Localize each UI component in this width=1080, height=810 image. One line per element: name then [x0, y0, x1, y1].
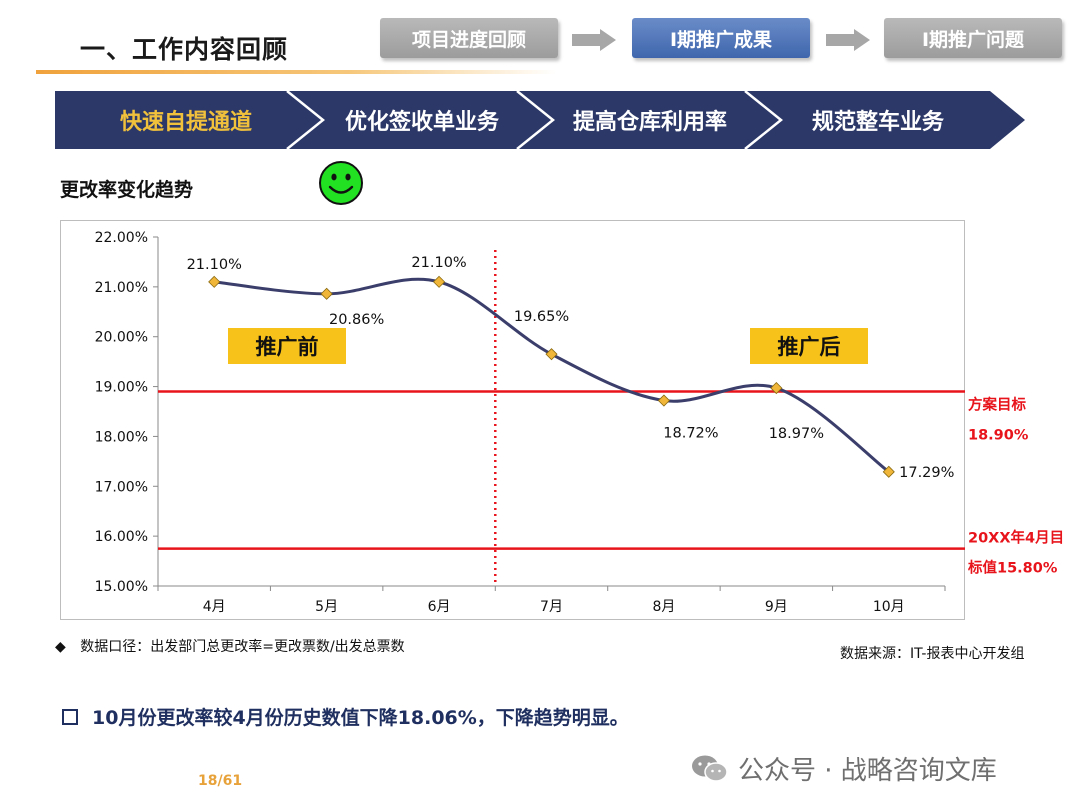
data-label: 21.10%: [187, 257, 242, 273]
data-definition-note: ◆ 数据口径：出发部门总更改率=更改票数/出发总票数: [55, 636, 405, 656]
checkbox-bullet-icon: [62, 709, 78, 725]
step-arrow-icon: [826, 29, 870, 51]
y-tick-label: 17.00%: [95, 479, 148, 495]
page-number: 18/61: [198, 773, 243, 789]
data-point-marker: [882, 465, 895, 478]
y-tick-label: 20.00%: [95, 330, 148, 346]
phase-annotation-box: [228, 328, 346, 364]
data-source-note: 数据来源：IT-报表中心开发组: [840, 646, 1025, 662]
ribbon-item-self-pickup[interactable]: 快速自提通道: [120, 110, 253, 135]
page-title: 一、工作内容回顾: [80, 35, 289, 64]
conclusion-text: 10月份更改率较4月份历史数值下降18.06%，下降趋势明显。: [92, 707, 629, 729]
y-tick-label: 19.00%: [95, 380, 148, 396]
series-line: [214, 277, 890, 474]
y-tick-label: 15.00%: [95, 579, 148, 595]
y-tick-label: 16.00%: [95, 529, 148, 545]
phase-annotation-label: 推广后: [778, 335, 841, 359]
data-point-marker: [657, 394, 670, 407]
phase-annotation-label: 推广前: [256, 335, 319, 359]
x-tick-label: 4月: [203, 599, 226, 615]
trend-chart: 22.00% 21.00% 20.00% 19.00% 18.00% 17.00% 16.0…: [95, 230, 1065, 615]
chart-frame: [60, 220, 965, 620]
x-tick-label: 6月: [428, 599, 451, 615]
data-point-marker: [320, 287, 333, 300]
reference-line-label: 18.90%: [968, 428, 1029, 444]
y-tick-label: 21.00%: [95, 280, 148, 296]
data-label: 18.72%: [663, 426, 718, 442]
data-label: 19.65%: [514, 309, 569, 325]
wechat-icon: [692, 755, 728, 782]
data-label: 17.29%: [899, 465, 954, 481]
conclusion: 10月份更改率较4月份历史数值下降18.06%，下降趋势明显。: [62, 703, 629, 730]
smiley-icon: [319, 161, 363, 205]
data-point-marker: [208, 275, 221, 288]
x-tick-label: 10月: [873, 599, 905, 615]
ribbon-item-warehouse-utilization[interactable]: 提高仓库利用率: [573, 110, 728, 135]
x-tick-label: 7月: [540, 599, 563, 615]
watermark-text: 公众号 · 战略咨询文库: [738, 756, 997, 786]
step-phase1-issues[interactable]: Ⅰ期推广问题: [884, 18, 1062, 58]
step-arrow-icon: [572, 29, 616, 51]
section-title: 更改率变化趋势: [60, 179, 194, 201]
data-label: 18.97%: [769, 426, 824, 442]
reference-line-label: 标值15.80%: [967, 559, 1058, 577]
reference-line-label: 20XX年4月目: [968, 529, 1064, 547]
data-point-marker: [545, 348, 558, 361]
y-tick-label: 22.00%: [95, 230, 148, 246]
data-label: 20.86%: [329, 312, 384, 328]
data-definition-text: 数据口径：出发部门总更改率=更改票数/出发总票数: [80, 639, 405, 655]
watermark: 公众号 · 战略咨询文库: [690, 750, 997, 787]
step-project-progress[interactable]: 项目进度回顾: [380, 18, 558, 58]
data-point-marker: [770, 382, 783, 395]
step-phase1-results[interactable]: Ⅰ期推广成果: [632, 18, 810, 58]
phase-annotation-box: [750, 328, 868, 364]
ribbon-item-receipt-optimization[interactable]: 优化签收单业务: [345, 110, 500, 135]
process-ribbon: [55, 91, 1025, 149]
reference-line-label: 方案目标: [968, 396, 1026, 414]
bullet-icon: ◆: [55, 639, 66, 655]
data-point-marker: [433, 275, 446, 288]
x-tick-label: 9月: [765, 599, 788, 615]
x-tick-label: 5月: [315, 599, 338, 615]
title-underline: [36, 70, 556, 74]
x-tick-label: 8月: [652, 599, 675, 615]
data-label: 21.10%: [411, 255, 466, 271]
ribbon-item-full-truck[interactable]: 规范整车业务: [812, 110, 945, 135]
y-tick-label: 18.00%: [95, 429, 148, 445]
